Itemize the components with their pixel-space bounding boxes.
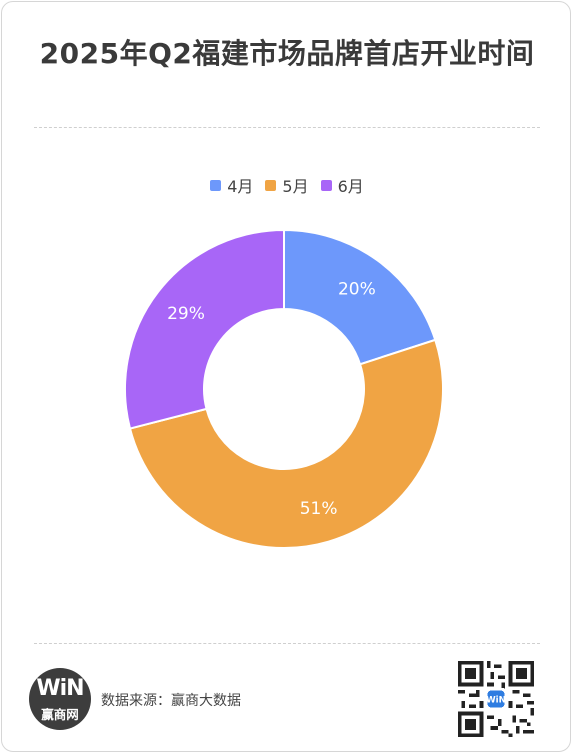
chart-legend: 4月 5月 6月 — [0, 173, 574, 197]
slice-label-may: 51% — [300, 499, 338, 519]
chart-title: 2025年Q2福建市场品牌首店开业时间 — [39, 37, 535, 70]
slice-june[interactable] — [124, 228, 285, 430]
legend-item-may[interactable]: 5月 — [265, 173, 309, 197]
legend-label: 5月 — [282, 177, 309, 196]
slice-label-june: 29% — [167, 304, 205, 324]
qr-code-icon: WiN — [458, 661, 534, 737]
data-source-text: 数据来源：赢商大数据 — [101, 693, 241, 709]
legend-swatch — [210, 179, 222, 191]
slice-may[interactable] — [128, 338, 444, 549]
logo-text: 赢商网 — [41, 707, 79, 722]
legend-label: 4月 — [227, 177, 254, 196]
top-divider — [34, 127, 540, 128]
svg-text:WiN: WiN — [486, 695, 506, 705]
legend-label: 6月 — [337, 177, 364, 196]
bottom-divider — [34, 643, 540, 644]
winshang-logo: WiN 赢商网 — [29, 668, 91, 730]
legend-swatch — [265, 179, 277, 191]
slice-label-april: 20% — [338, 280, 376, 300]
legend-swatch — [320, 179, 332, 191]
donut-chart: 20% 51% 29% — [124, 228, 444, 549]
legend-item-june[interactable]: 6月 — [320, 173, 364, 197]
logo-mark: WiN — [36, 676, 84, 701]
legend-item-april[interactable]: 4月 — [210, 173, 253, 197]
slice-april[interactable] — [283, 228, 437, 366]
